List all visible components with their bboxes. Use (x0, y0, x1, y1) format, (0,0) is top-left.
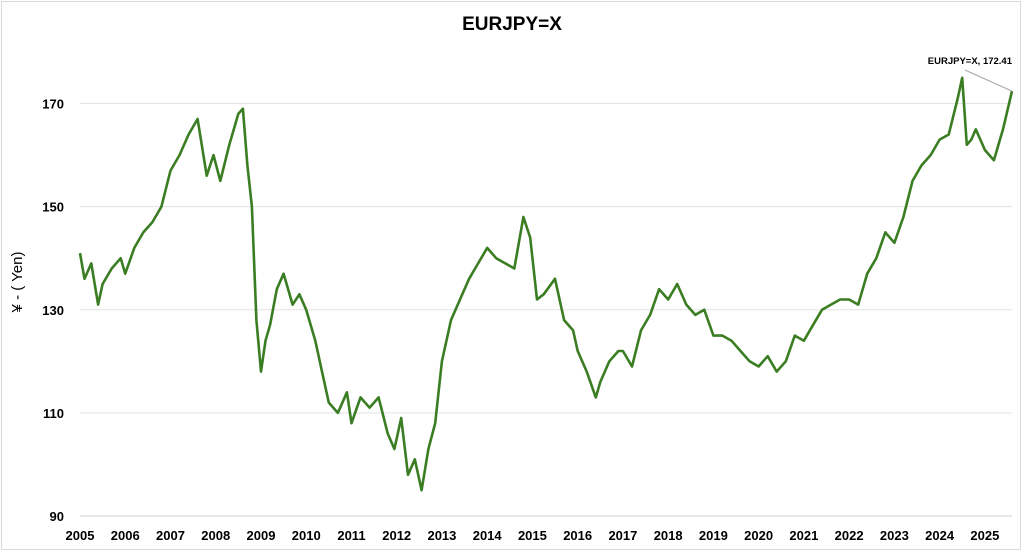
x-axis-ticks: 2005 2006 2007 2008 2009 2010 2011 2012 2013 2014… (66, 528, 1000, 543)
x-tick-label: 2018 (654, 528, 683, 543)
y-axis-ticks: 90 110 130 150 170 (42, 97, 64, 524)
x-tick-label: 2009 (247, 528, 276, 543)
series (78, 76, 1014, 492)
x-tick-label: 2006 (111, 528, 140, 543)
x-tick-label: 2020 (744, 528, 773, 543)
y-tick-label: 130 (42, 303, 64, 318)
x-tick-label: 2012 (382, 528, 411, 543)
x-tick-label: 2023 (880, 528, 909, 543)
x-tick-label: 2024 (925, 528, 955, 543)
x-tick-label: 2022 (835, 528, 864, 543)
x-tick-label: 2014 (473, 528, 503, 543)
x-tick-label: 2011 (337, 528, 365, 543)
x-tick-label: 2021 (789, 528, 818, 543)
x-tick-label: 2010 (292, 528, 321, 543)
annotation-leader-line (964, 69, 1013, 92)
x-tick-label: 2015 (518, 528, 547, 543)
x-tick-label: 2005 (66, 528, 95, 543)
x-tick-label: 2016 (563, 528, 592, 543)
series-line (78, 76, 1014, 492)
y-tick-label: 150 (42, 200, 64, 215)
x-tick-label: 2013 (427, 528, 456, 543)
x-tick-label: 2025 (970, 528, 999, 543)
annotation-label: EURJPY=X, 172.41 (928, 56, 1013, 67)
x-tick-label: 2017 (608, 528, 637, 543)
y-axis-label: ¥ - ( Yen) (9, 252, 26, 314)
y-tick-label: 90 (50, 509, 64, 524)
x-tick-label: 2008 (201, 528, 230, 543)
x-tick-label: 2019 (699, 528, 728, 543)
y-tick-label: 110 (43, 406, 64, 421)
gridlines (80, 103, 1012, 517)
x-tick-label: 2007 (156, 528, 185, 543)
chart-title: EURJPY=X (462, 14, 562, 35)
y-tick-label: 170 (42, 97, 64, 112)
